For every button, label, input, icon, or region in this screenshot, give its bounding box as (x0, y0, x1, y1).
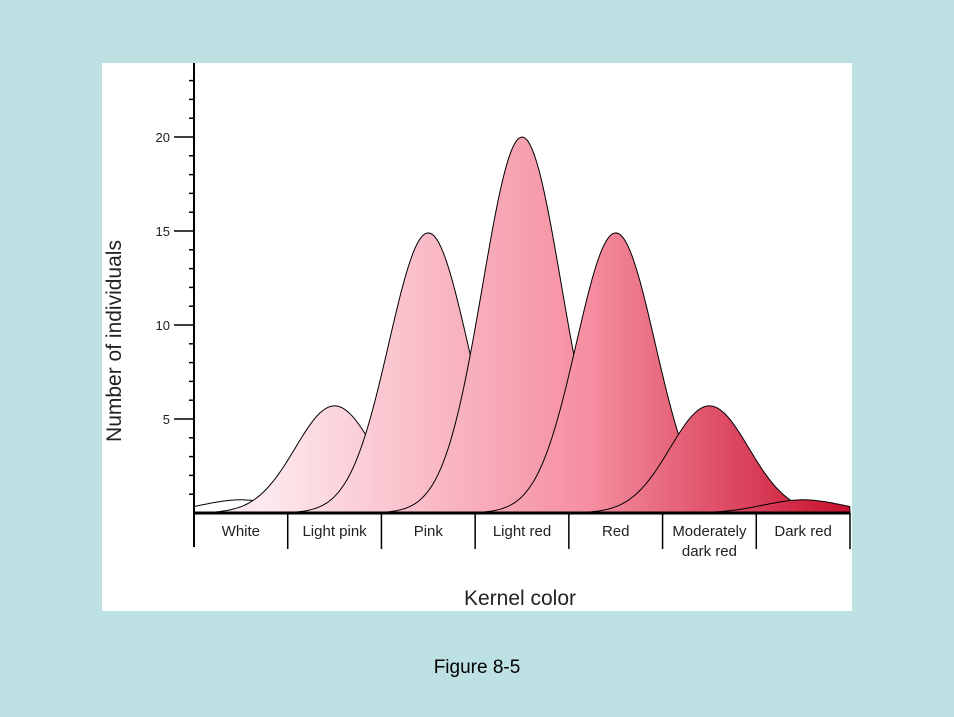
category-label: White (222, 523, 260, 540)
y-tick-label: 5 (163, 412, 170, 427)
category-label: Dark red (774, 523, 832, 540)
figure-caption: Figure 8-5 (433, 657, 521, 678)
chart-panel: 5 10 15 20 White Light pink Pink Light red Red Mo… (102, 63, 852, 611)
y-tick-label: 10 (156, 318, 170, 333)
category-label: Light red (493, 523, 551, 540)
y-tick-label: 15 (156, 224, 170, 239)
category-label: Light pink (302, 523, 367, 540)
axes: 5 10 15 20 White Light pink Pink Light red Red Mo… (156, 63, 851, 560)
kernel-color-chart: 5 10 15 20 White Light pink Pink Light red Red Mo… (103, 63, 851, 610)
distribution-curves (193, 136, 851, 514)
category-label: Pink (414, 523, 444, 540)
category-label: Moderately dark red (672, 523, 747, 560)
x-axis-title: Kernel color (464, 587, 576, 610)
y-tick-label: 20 (156, 130, 170, 145)
category-label: Red (602, 523, 630, 540)
y-axis-title: Number of individuals (103, 240, 126, 442)
